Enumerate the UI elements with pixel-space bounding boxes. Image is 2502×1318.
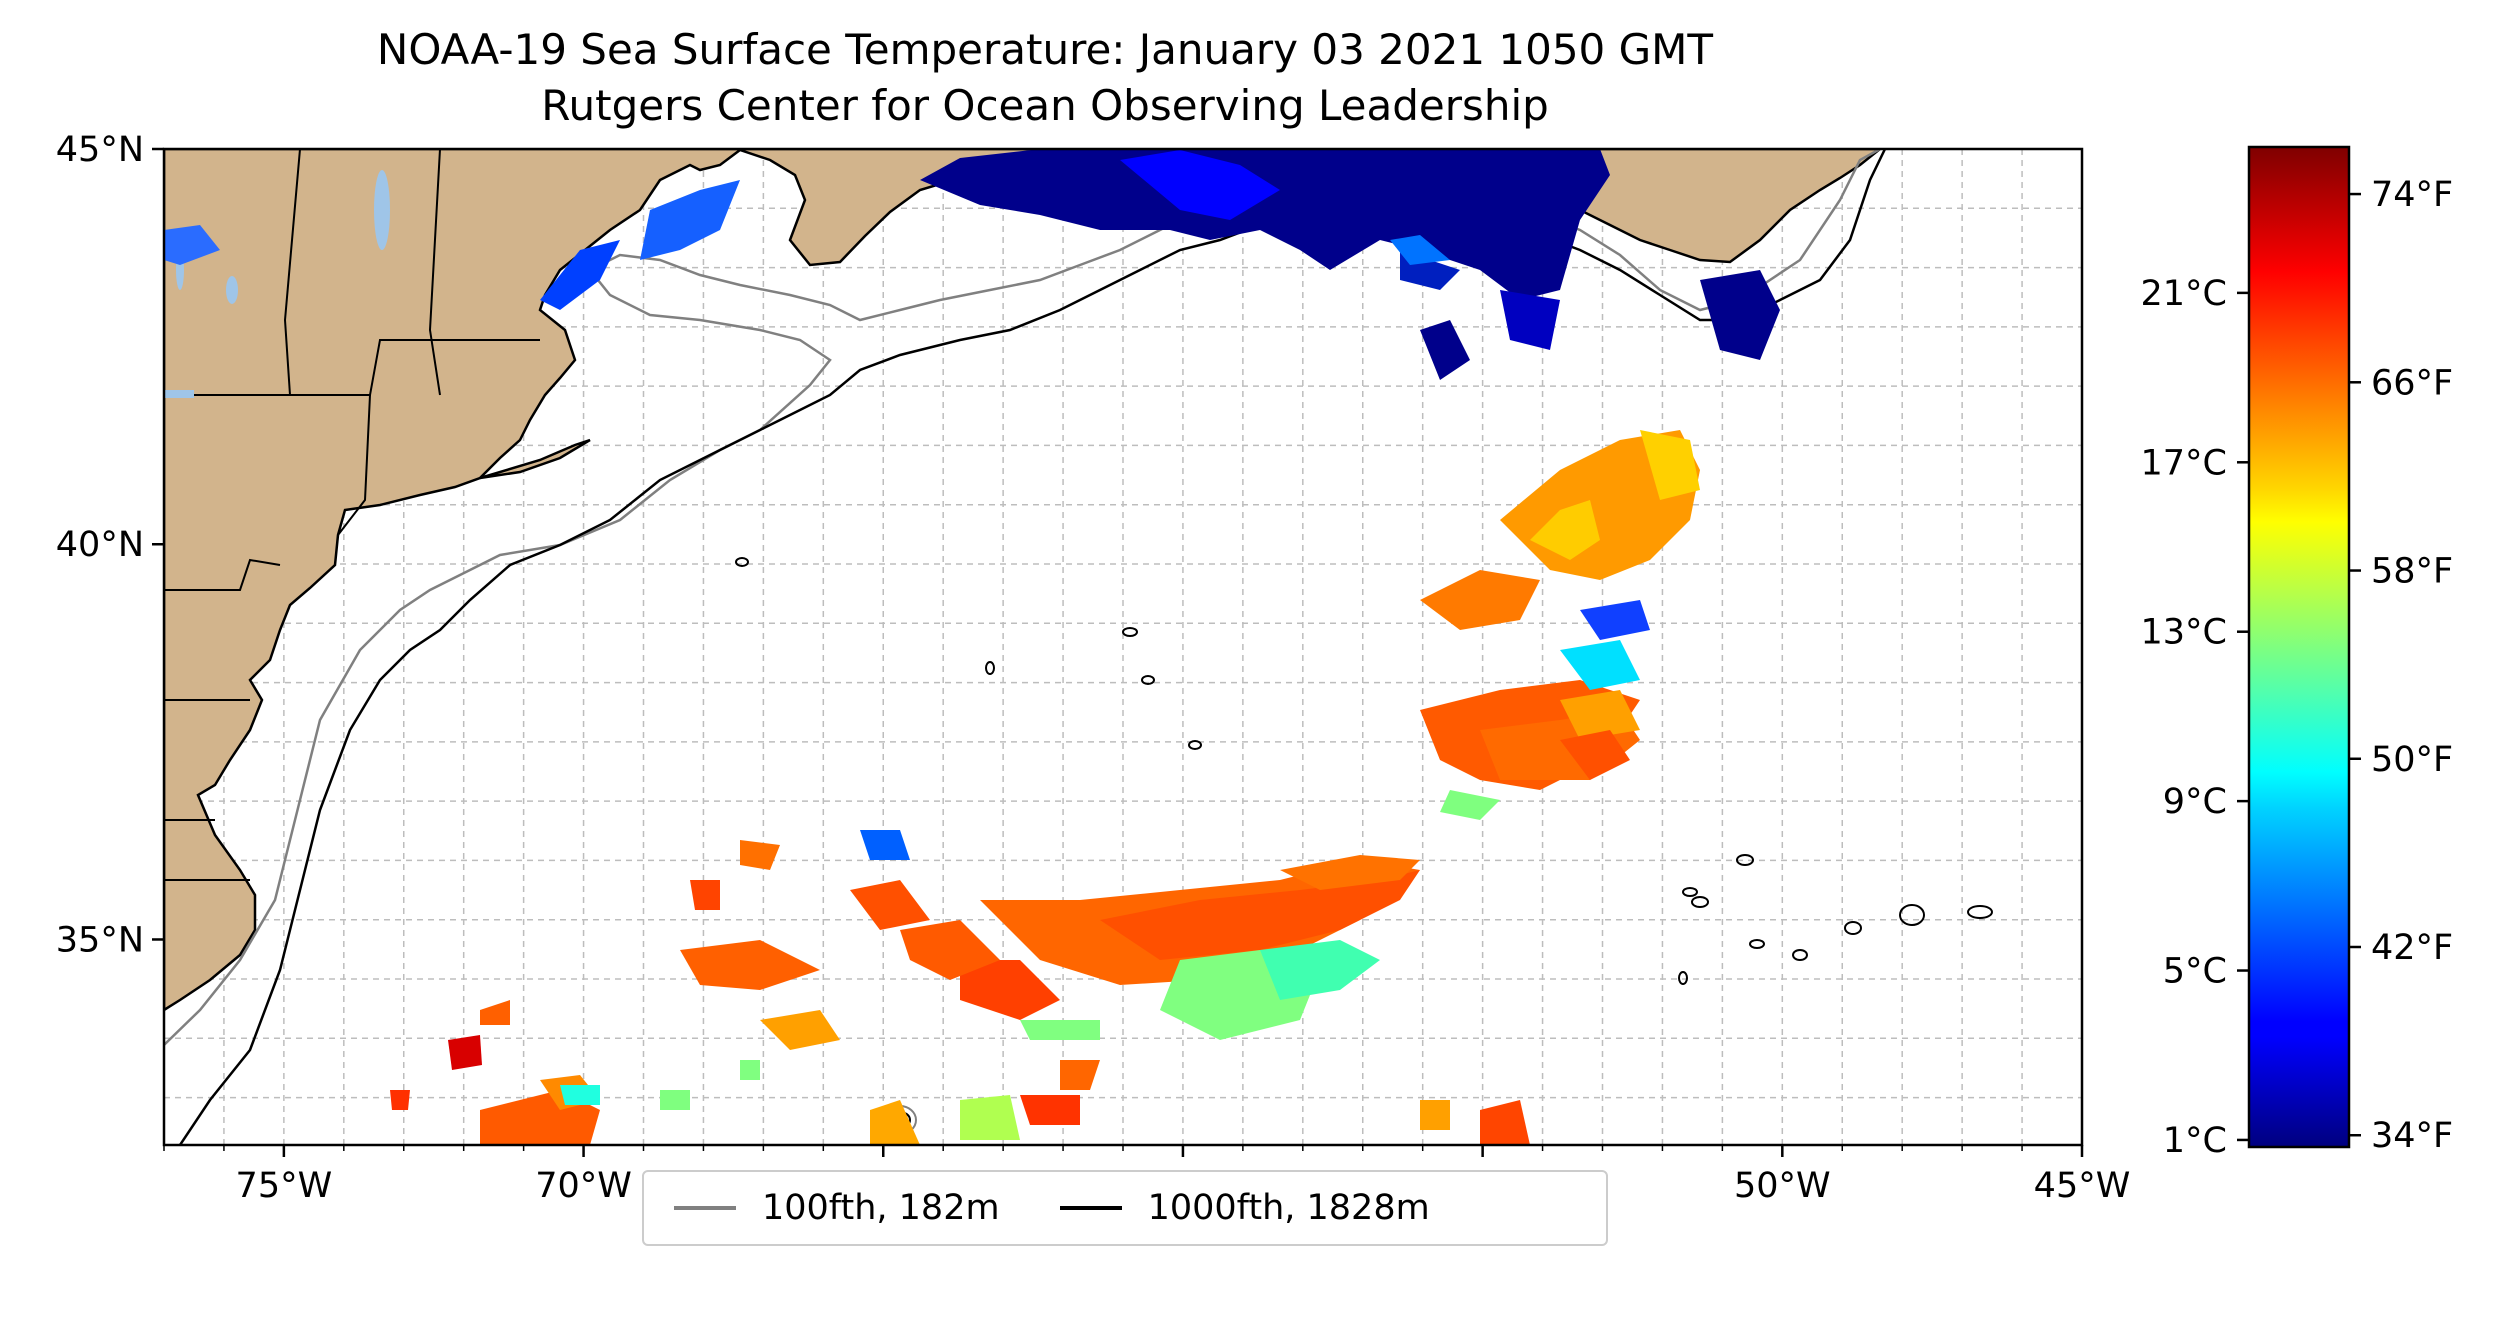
colorbar-f-label: 58°F	[2371, 552, 2453, 592]
land-long-island	[479, 438, 591, 480]
lat-tick-label: 45°N	[56, 130, 144, 170]
colorbar-f-label: 74°F	[2371, 175, 2453, 215]
legend-label-100fth: 100fth, 182m	[762, 1188, 1000, 1228]
colorbar-f-label: 50°F	[2371, 740, 2453, 780]
sst-data-layer	[164, 149, 1780, 1145]
colorbar-f-label: 34°F	[2371, 1116, 2453, 1156]
lat-tick-label: 40°N	[56, 525, 144, 565]
lon-tick-label: 50°W	[1734, 1166, 1831, 1206]
legend-swatch-1000fth	[1059, 1206, 1122, 1210]
colorbar-c-label: 13°C	[2141, 613, 2227, 653]
colorbar-ticks: 74°F 66°F 58°F 50°F 42°F 34°F 21°C 17°C 13°C 9°C 5…	[2141, 175, 2454, 1161]
colorbar-f-label: 42°F	[2371, 928, 2453, 968]
legend-item-100fth: 100fth, 182m	[674, 1188, 1000, 1228]
bathymetry-legend: 100fth, 182m 1000fth, 1828m	[642, 1170, 1608, 1246]
colorbar-f-label: 66°F	[2371, 363, 2453, 403]
isobath-1000fth	[178, 149, 1887, 1145]
lon-tick-label: 75°W	[236, 1166, 333, 1206]
state-borders	[164, 149, 540, 881]
lat-tick-label: 35°N	[56, 920, 144, 960]
colorbar-c-label: 21°C	[2141, 274, 2227, 314]
lon-tick-label: 45°W	[2034, 1166, 2131, 1206]
colorbar	[2247, 145, 2351, 1149]
legend-label-1000fth: 1000fth, 1828m	[1147, 1188, 1430, 1228]
colorbar-c-label: 1°C	[2163, 1121, 2227, 1161]
chart-subtitle: Rutgers Center for Ocean Observing Leade…	[541, 81, 1549, 130]
colorbar-c-label: 5°C	[2163, 952, 2227, 992]
lon-tick-label: 70°W	[535, 1166, 632, 1206]
colorbar-c-label: 9°C	[2163, 782, 2227, 822]
legend-swatch-100fth	[674, 1206, 736, 1210]
land-mass	[164, 149, 1042, 1012]
chart-title: NOAA-19 Sea Surface Temperature: January…	[376, 25, 1714, 74]
colorbar-c-label: 17°C	[2141, 443, 2227, 483]
legend-item-1000fth: 1000fth, 1828m	[1059, 1188, 1430, 1228]
